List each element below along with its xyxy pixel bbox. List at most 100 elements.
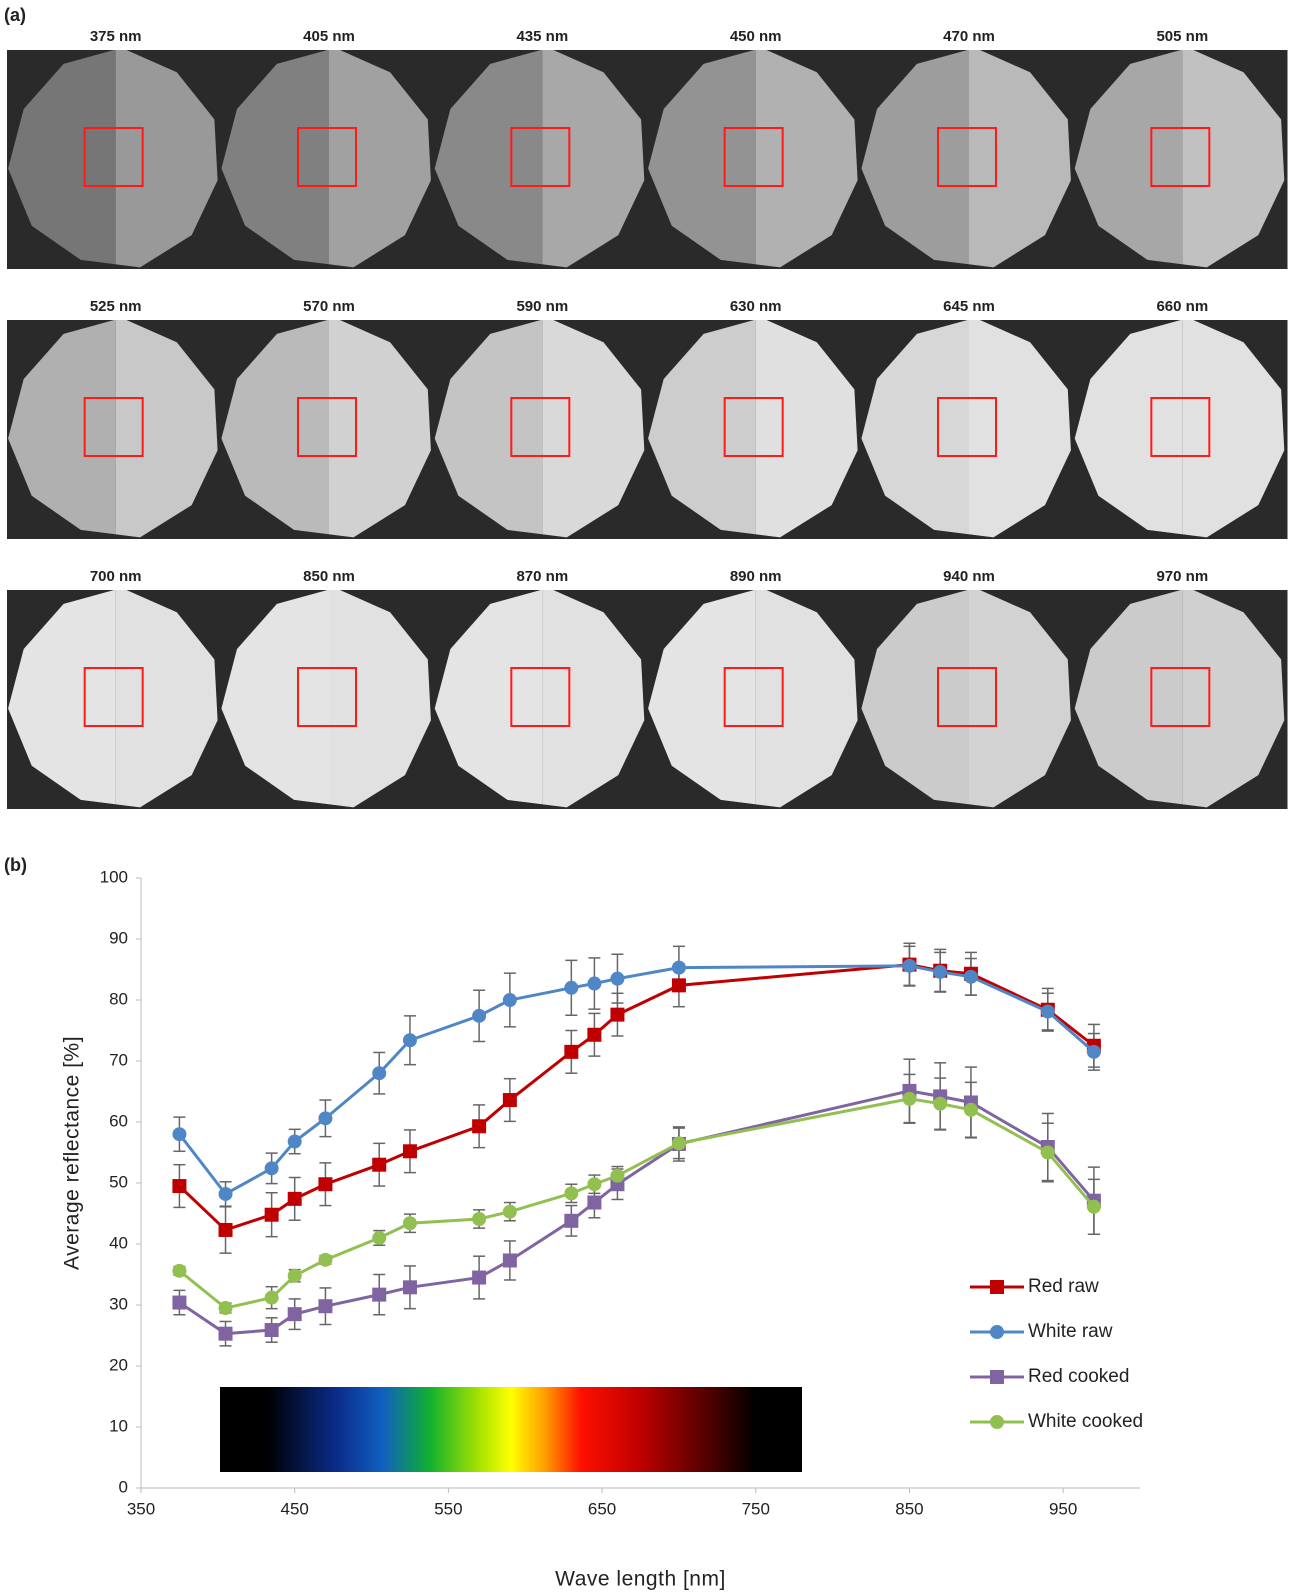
wavelength-label: 850 nm xyxy=(303,568,355,585)
y-tick-label: 40 xyxy=(109,1233,128,1252)
point xyxy=(502,1093,517,1108)
wavelength-label: 970 nm xyxy=(1156,568,1208,585)
wavelength-label: 525 nm xyxy=(90,298,142,315)
wavelength-label: 405 nm xyxy=(303,28,355,45)
point xyxy=(671,1136,686,1151)
point xyxy=(1040,1145,1055,1160)
x-axis-label: Wave length [nm] xyxy=(555,1568,726,1591)
point xyxy=(933,964,948,979)
point xyxy=(218,1326,233,1341)
roi-box xyxy=(297,397,357,457)
legend-label: Red raw xyxy=(1028,1276,1099,1297)
panel-label: (b) xyxy=(4,855,27,875)
wavelength-label: 375 nm xyxy=(90,28,142,45)
point xyxy=(1086,1199,1101,1214)
legend-label: White cooked xyxy=(1028,1411,1143,1432)
y-tick-label: 50 xyxy=(109,1172,128,1191)
roi-box xyxy=(297,667,357,727)
point xyxy=(402,1280,417,1295)
series-line xyxy=(178,964,1095,1196)
slice-right xyxy=(1182,50,1285,268)
point xyxy=(564,1186,579,1201)
point xyxy=(218,1222,233,1237)
point xyxy=(287,1134,302,1149)
roi-box xyxy=(937,667,997,727)
wavelength-label: 570 nm xyxy=(303,298,355,315)
point xyxy=(587,976,602,991)
x-tick-label: 950 xyxy=(1049,1499,1077,1518)
point xyxy=(318,1299,333,1314)
legend-marker xyxy=(990,1370,1004,1384)
wavelength-label: 890 nm xyxy=(730,568,782,585)
point xyxy=(564,1213,579,1228)
image-grid: 375 nm 405 nm 435 nm 450 nm 470 nm 505 nm 525 … xyxy=(7,28,1288,809)
legend-marker xyxy=(990,1325,1004,1339)
point xyxy=(372,1157,387,1172)
point xyxy=(610,971,625,986)
point xyxy=(172,1263,187,1278)
wavelength-label: 645 nm xyxy=(943,298,995,315)
legend-label: White raw xyxy=(1028,1321,1113,1342)
y-tick-label: 70 xyxy=(109,1050,128,1069)
point xyxy=(587,1177,602,1192)
x-tick-label: 850 xyxy=(895,1499,923,1518)
roi-box xyxy=(510,397,571,457)
point xyxy=(587,1027,602,1042)
point xyxy=(264,1161,279,1176)
roi-box xyxy=(510,667,571,727)
point xyxy=(372,1230,387,1245)
wavelength-label: 660 nm xyxy=(1156,298,1208,315)
point xyxy=(671,978,686,993)
legend-marker xyxy=(990,1415,1004,1429)
point xyxy=(172,1127,187,1142)
point xyxy=(610,1007,625,1022)
roi-box xyxy=(723,127,784,187)
series-line xyxy=(178,1097,1096,1310)
point xyxy=(372,1287,387,1302)
point xyxy=(502,993,517,1007)
point xyxy=(402,1144,417,1159)
wavelength-label: 505 nm xyxy=(1156,28,1208,45)
chart: 0 10 20 30 40 50 60 70 80 90 100 350 450 550 650 750 850… xyxy=(61,867,1144,1590)
point xyxy=(502,1253,517,1268)
point xyxy=(502,1204,517,1219)
point xyxy=(564,980,579,995)
point xyxy=(372,1066,387,1081)
roi-box xyxy=(83,127,144,187)
wavelength-label: 630 nm xyxy=(730,298,782,315)
point xyxy=(1040,1004,1055,1019)
wavelength-label: 940 nm xyxy=(943,568,995,585)
point xyxy=(287,1307,302,1322)
point xyxy=(318,1111,333,1126)
roi-box xyxy=(510,127,571,187)
point xyxy=(902,958,917,973)
y-tick-label: 80 xyxy=(109,989,128,1008)
point xyxy=(564,1044,579,1059)
point xyxy=(472,1270,487,1285)
wavelength-label: 435 nm xyxy=(516,28,568,45)
point xyxy=(264,1323,279,1338)
y-tick-label: 20 xyxy=(109,1355,128,1374)
wavelength-label: 700 nm xyxy=(90,568,142,585)
y-tick-label: 90 xyxy=(109,928,128,947)
y-tick-label: 30 xyxy=(109,1294,128,1313)
y-axis-label: Average reflectance [%] xyxy=(61,1036,84,1270)
point xyxy=(218,1301,233,1316)
series-line xyxy=(178,1089,1096,1336)
spectrum-bar xyxy=(220,1387,802,1472)
legend-label: Red cooked xyxy=(1028,1366,1129,1387)
point xyxy=(472,1119,487,1134)
wavelength-label: 470 nm xyxy=(943,28,995,45)
point xyxy=(287,1191,302,1206)
y-tick-label: 100 xyxy=(100,867,128,886)
roi-box xyxy=(1150,667,1211,727)
roi-box xyxy=(297,127,357,187)
point xyxy=(610,1168,625,1183)
point xyxy=(1086,1044,1101,1059)
roi-box xyxy=(1150,127,1211,187)
point xyxy=(671,960,686,975)
point xyxy=(963,969,978,984)
point xyxy=(963,1102,978,1117)
y-tick-label: 60 xyxy=(109,1111,128,1130)
